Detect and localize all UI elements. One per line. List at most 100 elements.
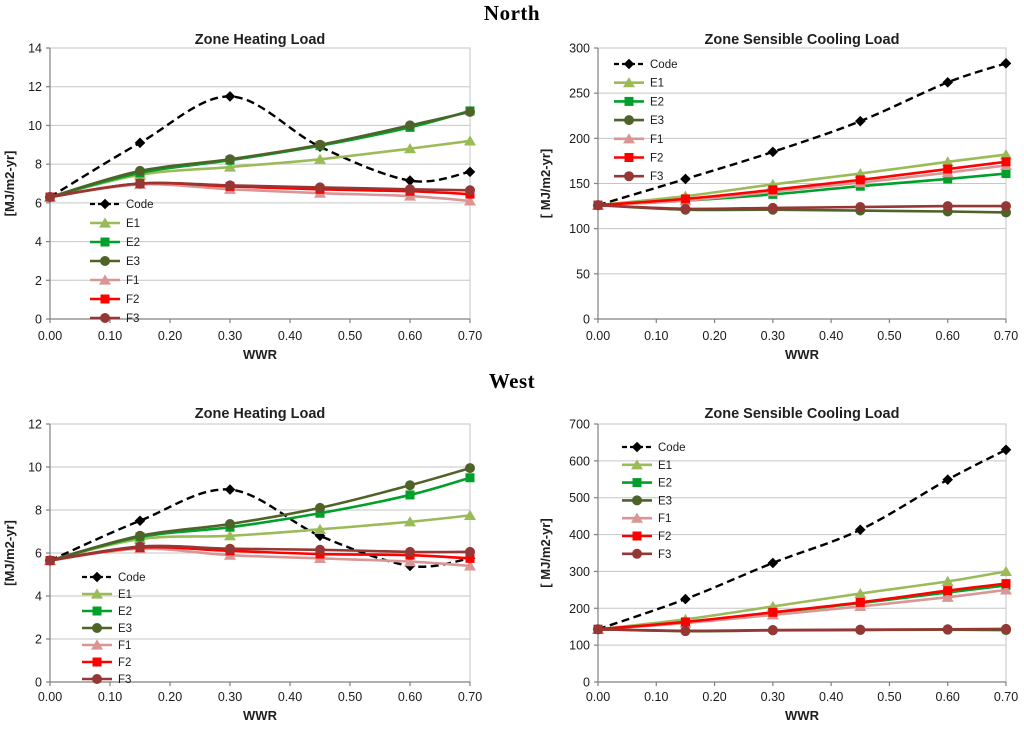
svg-text:E1: E1 (118, 589, 132, 601)
svg-text:F1: F1 (650, 134, 663, 146)
svg-text:F3: F3 (650, 171, 663, 183)
svg-text:0.40: 0.40 (819, 329, 843, 343)
svg-text:E2: E2 (118, 606, 132, 618)
svg-text:600: 600 (569, 454, 590, 468)
svg-text:0.30: 0.30 (761, 690, 785, 704)
series-code (592, 444, 1012, 635)
x-axis-label: WWR (243, 347, 278, 362)
svg-text:0.20: 0.20 (702, 329, 726, 343)
svg-text:10: 10 (28, 461, 42, 475)
svg-text:4: 4 (35, 235, 42, 249)
series-f3 (593, 200, 1011, 214)
charts-row-north: 0 2 4 6 8 10 12 14 0.00 0.10 0.20 0.30 0.40 0.50 0.60 0… (0, 28, 1024, 368)
svg-text:0.70: 0.70 (994, 329, 1018, 343)
svg-text:0.10: 0.10 (644, 329, 668, 343)
svg-text:E1: E1 (126, 218, 140, 230)
series-f3 (593, 623, 1011, 636)
svg-text:4: 4 (35, 590, 42, 604)
svg-text:200: 200 (569, 132, 590, 146)
svg-text:0.10: 0.10 (644, 690, 668, 704)
svg-text:0.40: 0.40 (278, 690, 302, 704)
svg-text:6: 6 (35, 547, 42, 561)
svg-text:F3: F3 (126, 313, 139, 325)
svg-text:0.40: 0.40 (819, 690, 843, 704)
svg-text:F3: F3 (658, 549, 671, 561)
y-axis-label: [MJ/m2-yr] (2, 520, 17, 586)
svg-text:0: 0 (583, 313, 590, 327)
section-title-north: North (483, 1, 541, 25)
chart-title: Zone Sensible Cooling Load (705, 406, 900, 422)
y-axis-label: [ MJ/m2-yr] (538, 149, 553, 218)
svg-text:E3: E3 (126, 256, 140, 268)
x-axis-label: WWR (785, 708, 820, 723)
svg-text:0.50: 0.50 (338, 690, 362, 704)
chart-west-heating: 0 2 4 6 8 10 12 0.00 0.10 0.20 0.30 0.40 0.50 0.60 0.7… (0, 396, 512, 736)
svg-text:250: 250 (569, 87, 590, 101)
svg-text:0.00: 0.00 (38, 690, 62, 704)
svg-text:0.00: 0.00 (38, 329, 62, 343)
chart-north-cooling: 0 50 100 150 200 250 300 0.00 0.10 0.20 0.30 0.40 0.… (512, 28, 1024, 368)
svg-text:E2: E2 (658, 478, 672, 490)
svg-text:0.20: 0.20 (158, 690, 182, 704)
svg-text:400: 400 (569, 528, 590, 542)
svg-text:0: 0 (583, 676, 590, 690)
svg-text:500: 500 (569, 491, 590, 505)
axes: 0 100 200 300 400 500 600 700 0.00 0.10 0.20 0.30 0.… (569, 418, 1018, 705)
series-f3 (45, 541, 475, 566)
x-axis-label: WWR (785, 347, 820, 362)
svg-text:300: 300 (569, 565, 590, 579)
chart-title: Zone Heating Load (195, 406, 326, 422)
plot-border (49, 47, 471, 320)
chart-title: Zone Sensible Cooling Load (705, 32, 900, 48)
svg-text:0.60: 0.60 (936, 329, 960, 343)
y-axis-label: [MJ/m2-yr] (2, 151, 17, 217)
svg-text:F2: F2 (650, 153, 663, 165)
svg-text:0.40: 0.40 (278, 329, 302, 343)
svg-text:100: 100 (569, 222, 590, 236)
svg-text:0.70: 0.70 (458, 329, 482, 343)
svg-text:E3: E3 (118, 623, 132, 635)
svg-text:2: 2 (35, 274, 42, 288)
svg-text:0.70: 0.70 (994, 690, 1018, 704)
svg-text:F1: F1 (658, 513, 671, 525)
svg-text:0.20: 0.20 (702, 690, 726, 704)
svg-text:F1: F1 (126, 275, 139, 287)
svg-text:F2: F2 (658, 531, 671, 543)
svg-text:0.50: 0.50 (877, 329, 901, 343)
svg-text:E3: E3 (658, 495, 672, 507)
svg-text:F1: F1 (118, 640, 131, 652)
svg-text:F2: F2 (118, 657, 131, 669)
legend: Code E1 E2 E3 F1 F2 F3 (614, 58, 678, 183)
gridlines (50, 47, 470, 320)
svg-text:200: 200 (569, 602, 590, 616)
svg-text:0.10: 0.10 (98, 690, 122, 704)
svg-text:0: 0 (35, 676, 42, 690)
chart-title: Zone Heating Load (195, 32, 326, 48)
chart-north-heating-svg: 0 2 4 6 8 10 12 14 0.00 0.10 0.20 0.30 0.40 0.50 0.60 0… (2, 32, 482, 362)
svg-text:0.00: 0.00 (586, 690, 610, 704)
axes: 0 50 100 150 200 250 300 0.00 0.10 0.20 0.30 0.40 0.… (569, 42, 1018, 344)
svg-text:150: 150 (569, 177, 590, 191)
svg-text:Code: Code (126, 199, 154, 211)
svg-text:0.60: 0.60 (936, 690, 960, 704)
svg-text:8: 8 (35, 504, 42, 518)
legend: Code E1 E2 E3 F1 F2 F3 (82, 571, 146, 686)
series-f3 (45, 178, 475, 203)
axes: 0 2 4 6 8 10 12 14 0.00 0.10 0.20 0.30 0.40 0.50 0.60 0… (28, 42, 482, 344)
svg-text:0.00: 0.00 (586, 329, 610, 343)
svg-text:2: 2 (35, 633, 42, 647)
series-e3 (45, 463, 475, 566)
axes: 0 2 4 6 8 10 12 0.00 0.10 0.20 0.30 0.40 0.50 0.60 0.7… (28, 418, 482, 705)
chart-north-cooling-svg: 0 50 100 150 200 250 300 0.00 0.10 0.20 0.30 0.40 0.… (538, 32, 1018, 362)
svg-text:Code: Code (658, 442, 686, 454)
svg-text:0.60: 0.60 (398, 329, 422, 343)
svg-text:300: 300 (569, 42, 590, 56)
svg-text:E1: E1 (658, 460, 672, 472)
svg-text:8: 8 (35, 158, 42, 172)
svg-text:E2: E2 (650, 96, 664, 108)
chart-north-heating: 0 2 4 6 8 10 12 14 0.00 0.10 0.20 0.30 0.40 0.50 0.60 0… (0, 28, 512, 368)
svg-text:0.30: 0.30 (218, 690, 242, 704)
chart-west-cooling-svg: 0 100 200 300 400 500 600 700 0.00 0.10 0.20 0.30 0.… (538, 406, 1018, 723)
svg-text:0.60: 0.60 (398, 690, 422, 704)
